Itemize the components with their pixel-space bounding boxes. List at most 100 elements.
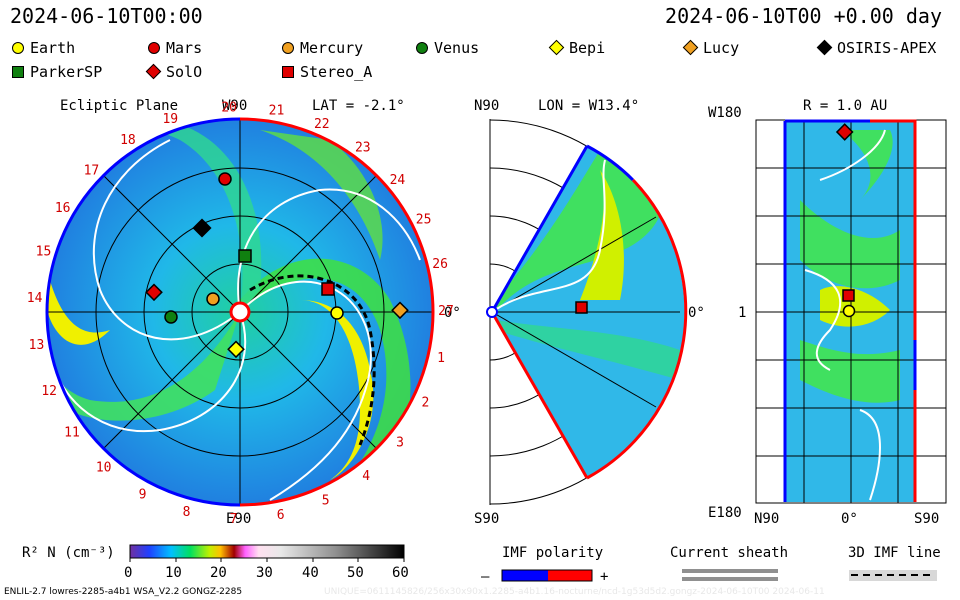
stereo-a-marker-icon <box>282 66 294 78</box>
current-sheath-title: Current sheath <box>670 545 788 561</box>
mars-marker-icon <box>148 42 160 54</box>
colorbar-tick: 60 <box>392 565 409 581</box>
meridional-sector-line <box>494 159 606 311</box>
imf-plus-label: + <box>600 569 608 585</box>
radial-x-mid-label: 0° <box>841 511 858 527</box>
meridional-arc-negative <box>586 144 635 182</box>
radial-stereo-a-marker <box>842 289 855 302</box>
bepi-marker <box>227 340 245 359</box>
ecliptic-day-tick: 19 <box>162 112 178 127</box>
density-structures <box>47 120 411 500</box>
footer-left: ENLIL-2.7 lowres-2285-a4b1 WSA_V2.2 GONG… <box>4 587 243 597</box>
ecliptic-day-tick: 15 <box>36 244 52 259</box>
ecliptic-day-tick: 14 <box>27 291 43 306</box>
ecliptic-day-tick: 26 <box>432 257 448 272</box>
parkersp-marker <box>238 249 252 263</box>
radial-positive-edge <box>870 119 917 340</box>
solo-marker <box>145 283 163 302</box>
ecliptic-grid <box>47 119 433 505</box>
radial-sector-lines <box>804 129 886 501</box>
ecliptic-day-tick: 21 <box>269 103 285 118</box>
legend-parkersp: ParkerSP <box>30 63 103 81</box>
imf-minus-label: – <box>481 569 490 585</box>
radial-x-left-label: N90 <box>754 511 779 527</box>
mercury-marker <box>206 292 220 306</box>
radial-x-right-label: S90 <box>914 511 939 527</box>
ecliptic-day-tick: 7 <box>230 512 238 527</box>
ecliptic-day-tick: 12 <box>41 384 57 399</box>
mercury-marker-icon <box>282 42 294 54</box>
meridional-sun-icon <box>486 306 498 318</box>
colorbar: R² N (cm⁻³) 0 10 20 30 40 50 60 <box>22 544 409 581</box>
body-markers <box>145 172 409 359</box>
colorbar-tick: 40 <box>302 565 319 581</box>
ecliptic-day-tick: 9 <box>139 488 147 503</box>
legend-osiris-apex: OSIRIS-APEX <box>837 39 937 57</box>
ecliptic-day-tick: 1 <box>437 351 445 366</box>
ecliptic-day-tick: 25 <box>416 213 432 228</box>
ecliptic-day-tick: 13 <box>29 338 45 353</box>
ecliptic-day-tick: 27 <box>438 304 454 319</box>
meridional-bottom-edge <box>490 311 589 479</box>
colorbar-label: R² N (cm⁻³) <box>22 545 115 561</box>
lucy-marker <box>391 301 409 320</box>
colorbar-tick: 10 <box>165 565 182 581</box>
ecliptic-top-label: W90 <box>222 98 247 114</box>
venus-marker <box>164 310 178 324</box>
legend-mars: Mars <box>166 39 203 57</box>
legend-stereo-a: Stereo_A <box>300 63 373 81</box>
colorbar-tick: 0 <box>124 565 132 581</box>
imf-line-title: 3D IMF line <box>848 545 941 561</box>
parkersp-marker-icon <box>12 66 24 78</box>
right-timestamp: 2024-06-10T00 +0.00 day <box>665 4 942 28</box>
meridional-lon-label: LON = W13.4° <box>538 98 639 114</box>
meridional-top-edge <box>490 145 589 313</box>
meridional-panel: N90 LON = W13.4° 0° S90 <box>474 98 705 527</box>
ecliptic-right-label: 0° <box>444 305 461 321</box>
colorbar-tick: 20 <box>210 565 227 581</box>
ecliptic-day-tick: 3 <box>396 436 404 451</box>
radial-bottom-left-label: E180 <box>708 505 742 521</box>
ecliptic-day-tick: 6 <box>277 508 285 523</box>
colorbar-tick: 50 <box>347 565 364 581</box>
ecliptic-plane-panel: Ecliptic Plane W90 LAT = -2.1° 0° E90 20… <box>27 98 461 527</box>
radial-solo-marker <box>835 123 854 141</box>
meridional-stereo-a-marker <box>575 301 588 314</box>
radial-mid-label: 1 <box>738 305 746 321</box>
ecliptic-day-tick: 24 <box>390 173 406 188</box>
imf-positive-swatch <box>548 570 592 581</box>
meridional-arc-positive <box>586 178 688 480</box>
ecliptic-day-tick: 8 <box>183 505 191 520</box>
current-sheath-legend: Current sheath <box>670 545 788 581</box>
radial-top-left-label: W180 <box>708 105 742 121</box>
legend-earth: Earth <box>30 39 76 57</box>
earth-marker <box>330 306 344 320</box>
ecliptic-day-tick: 2 <box>421 396 429 411</box>
meridional-right-label: 0° <box>688 305 705 321</box>
imf-line-trace <box>249 274 376 446</box>
footer-right: UNIQUE=0611145826/256x30x90x1.2285-a4b1.… <box>324 587 825 597</box>
ecliptic-title: Ecliptic Plane <box>60 98 178 114</box>
radial-panel: W180 R = 1.0 AU 1 E180 N90 0° S90 <box>708 98 947 527</box>
stereo-a-marker <box>321 282 335 296</box>
ecliptic-day-tick: 22 <box>314 117 330 132</box>
imf-negative-swatch <box>502 570 548 581</box>
ecliptic-bottom-label: E90 <box>226 511 251 527</box>
colorbar-tick: 30 <box>256 565 273 581</box>
ecliptic-day-tick: 4 <box>362 469 370 484</box>
ecliptic-negative-polarity-arc <box>45 117 241 507</box>
legend-lucy: Lucy <box>703 39 740 57</box>
sun-icon <box>229 301 251 323</box>
ecliptic-day-tick: 16 <box>55 201 71 216</box>
ecliptic-day-tick: 18 <box>120 133 136 148</box>
meridional-bottom-label: S90 <box>474 511 499 527</box>
radial-earth-marker <box>842 304 856 318</box>
ecliptic-day-ticks: 20 21222324252627123456789101112131415161… <box>27 100 454 527</box>
imf-polarity-legend: IMF polarity – + <box>481 545 608 585</box>
ecliptic-positive-polarity-arc <box>239 117 435 507</box>
radial-r-label: R = 1.0 AU <box>803 98 887 114</box>
meridional-top-label: N90 <box>474 98 499 114</box>
ecliptic-day-tick: 23 <box>355 141 371 156</box>
earth-marker-icon <box>12 42 24 54</box>
